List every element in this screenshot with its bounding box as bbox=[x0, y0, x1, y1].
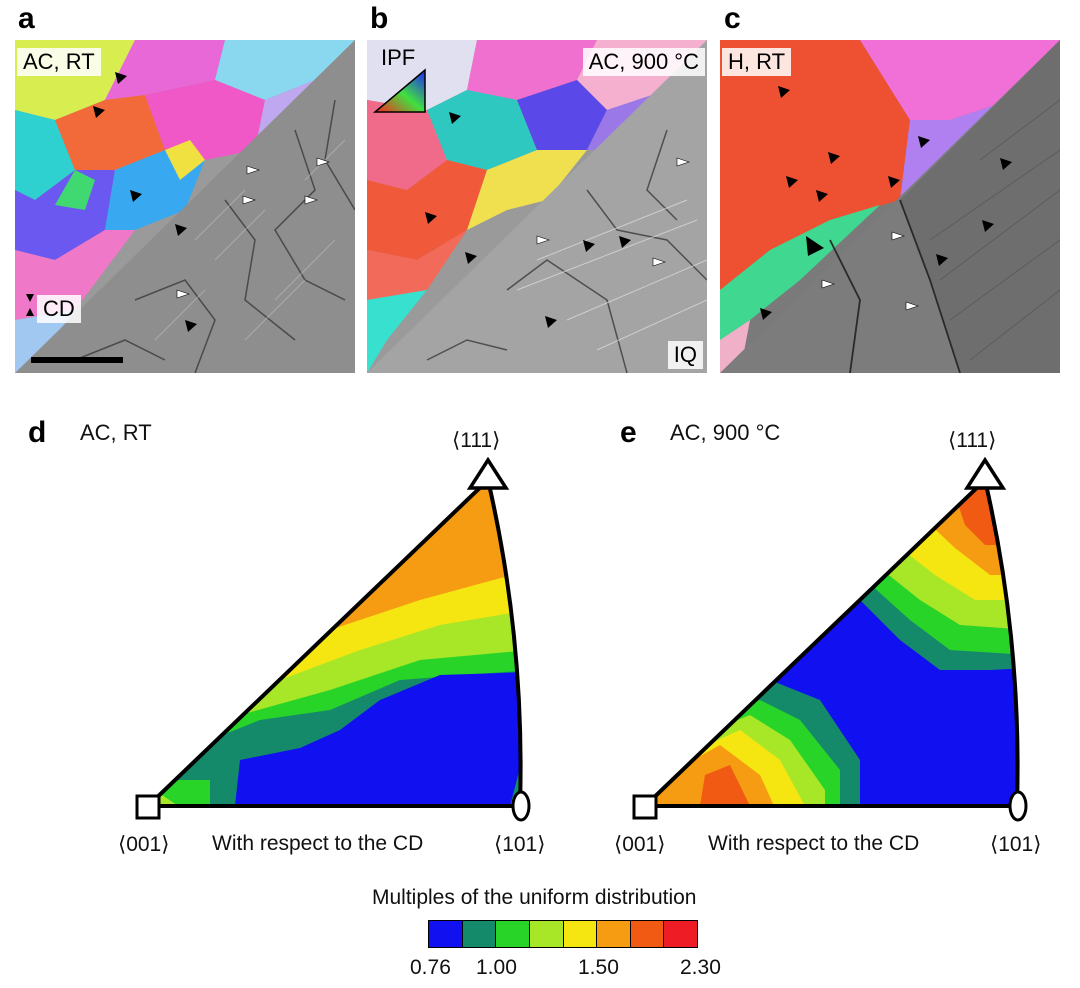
panel-d-label: AC, RT bbox=[80, 420, 152, 445]
colorbar-title: Multiples of the uniform distribution bbox=[372, 886, 697, 909]
pf-e-label-111: ⟨111⟩ bbox=[948, 429, 997, 452]
colorbar-swatch-4 bbox=[562, 921, 597, 947]
panel-c-ipf-iq-map bbox=[720, 40, 1060, 373]
panel-c-letter: c bbox=[724, 2, 741, 35]
iq-label: IQ bbox=[667, 340, 703, 369]
vertex-001-marker bbox=[135, 794, 161, 820]
panel-a-arrows bbox=[93, 72, 197, 332]
pf-e-label-001: ⟨001⟩ bbox=[614, 833, 666, 856]
colorbar-tick-0: 0.76 bbox=[410, 956, 451, 979]
colorbar-swatch-6 bbox=[629, 921, 664, 947]
vertex-001-marker-e bbox=[632, 794, 658, 820]
colorbar-tick-3: 2.30 bbox=[680, 956, 721, 979]
panel-a-letter: a bbox=[18, 2, 35, 35]
pf-e-label-101: ⟨101⟩ bbox=[990, 833, 1042, 856]
vertex-101-marker bbox=[511, 790, 531, 822]
pf-e-axis-label: With respect to the CD bbox=[708, 832, 920, 855]
ipf-label: IPF bbox=[381, 45, 416, 70]
vertex-101-marker-e bbox=[1008, 790, 1028, 822]
colorbar-swatch-5 bbox=[596, 921, 630, 947]
ipf-color-key bbox=[372, 68, 426, 113]
pf-d-axis-label: With respect to the CD bbox=[212, 832, 424, 855]
cd-arrows bbox=[26, 294, 34, 316]
vertex-111-marker bbox=[466, 456, 510, 490]
colorbar-swatch-3 bbox=[528, 921, 563, 947]
colorbar-tick-2: 1.50 bbox=[578, 956, 619, 979]
panel-b-micrograph: IPF AC, 900 °C IQ bbox=[367, 40, 707, 373]
pf-d-label-001: ⟨001⟩ bbox=[118, 833, 170, 856]
vertex-111-marker-e bbox=[963, 456, 1007, 490]
panel-e-label: AC, 900 °C bbox=[670, 420, 781, 445]
panel-b-iq-region bbox=[367, 40, 707, 373]
panel-e-letter: e bbox=[620, 416, 637, 449]
pf-d-label-101: ⟨101⟩ bbox=[494, 833, 546, 856]
panel-c-label: H, RT bbox=[722, 48, 792, 77]
panel-a-iq-region bbox=[15, 40, 355, 373]
panel-b-label: AC, 900 °C bbox=[582, 48, 705, 77]
colorbar bbox=[428, 920, 698, 948]
panel-a-micrograph: AC, RT CD bbox=[15, 40, 355, 373]
cd-label: CD bbox=[37, 295, 81, 324]
colorbar-swatch-1 bbox=[461, 921, 496, 947]
colorbar-swatch-2 bbox=[495, 921, 529, 947]
panel-d-letter: d bbox=[28, 416, 47, 449]
colorbar-tick-1: 1.00 bbox=[476, 956, 517, 979]
colorbar-swatch-7 bbox=[663, 921, 697, 947]
panel-a-label: AC, RT bbox=[17, 48, 101, 77]
panel-c-micrograph: H, RT bbox=[720, 40, 1060, 373]
pf-d-label-111: ⟨111⟩ bbox=[452, 429, 501, 452]
scale-bar bbox=[31, 357, 123, 363]
colorbar-swatch-0 bbox=[429, 921, 462, 947]
panel-b-letter: b bbox=[370, 2, 389, 35]
